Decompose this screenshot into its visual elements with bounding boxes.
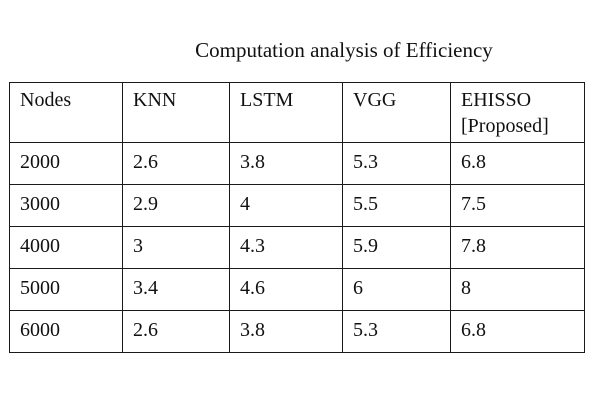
cell-vgg: 5.3 xyxy=(342,142,451,185)
header-ehisso-proposed: EHISSO [Proposed] xyxy=(450,82,585,143)
cell-ehisso: 7.8 xyxy=(450,226,585,269)
cell-vgg: 6 xyxy=(342,268,451,311)
table-row: 5000 3.4 4.6 6 8 xyxy=(9,268,585,311)
table-caption: Computation analysis of Efficiency xyxy=(195,38,493,62)
cell-lstm: 3.8 xyxy=(229,310,343,353)
table-row: 4000 3 4.3 5.9 7.8 xyxy=(9,226,585,269)
cell-knn: 2.9 xyxy=(122,184,230,227)
cell-lstm: 4.6 xyxy=(229,268,343,311)
efficiency-table: Nodes KNN LSTM VGG EHISSO [Proposed] 200… xyxy=(9,82,585,353)
header-nodes: Nodes xyxy=(9,82,123,143)
table-header-row: Nodes KNN LSTM VGG EHISSO [Proposed] xyxy=(9,82,585,143)
cell-ehisso: 8 xyxy=(450,268,585,311)
table-row: 3000 2.9 4 5.5 7.5 xyxy=(9,184,585,227)
cell-ehisso: 6.8 xyxy=(450,310,585,353)
cell-vgg: 5.9 xyxy=(342,226,451,269)
cell-vgg: 5.5 xyxy=(342,184,451,227)
cell-nodes: 5000 xyxy=(9,268,123,311)
cell-nodes: 2000 xyxy=(9,142,123,185)
cell-nodes: 3000 xyxy=(9,184,123,227)
cell-knn: 2.6 xyxy=(122,310,230,353)
cell-knn: 2.6 xyxy=(122,142,230,185)
header-lstm: LSTM xyxy=(229,82,343,143)
cell-knn: 3 xyxy=(122,226,230,269)
table-row: 6000 2.6 3.8 5.3 6.8 xyxy=(9,310,585,353)
cell-lstm: 3.8 xyxy=(229,142,343,185)
table-row: 2000 2.6 3.8 5.3 6.8 xyxy=(9,142,585,185)
header-knn: KNN xyxy=(122,82,230,143)
cell-vgg: 5.3 xyxy=(342,310,451,353)
cell-ehisso: 6.8 xyxy=(450,142,585,185)
cell-lstm: 4.3 xyxy=(229,226,343,269)
cell-nodes: 6000 xyxy=(9,310,123,353)
cell-ehisso: 7.5 xyxy=(450,184,585,227)
cell-lstm: 4 xyxy=(229,184,343,227)
cell-nodes: 4000 xyxy=(9,226,123,269)
cell-knn: 3.4 xyxy=(122,268,230,311)
header-vgg: VGG xyxy=(342,82,451,143)
